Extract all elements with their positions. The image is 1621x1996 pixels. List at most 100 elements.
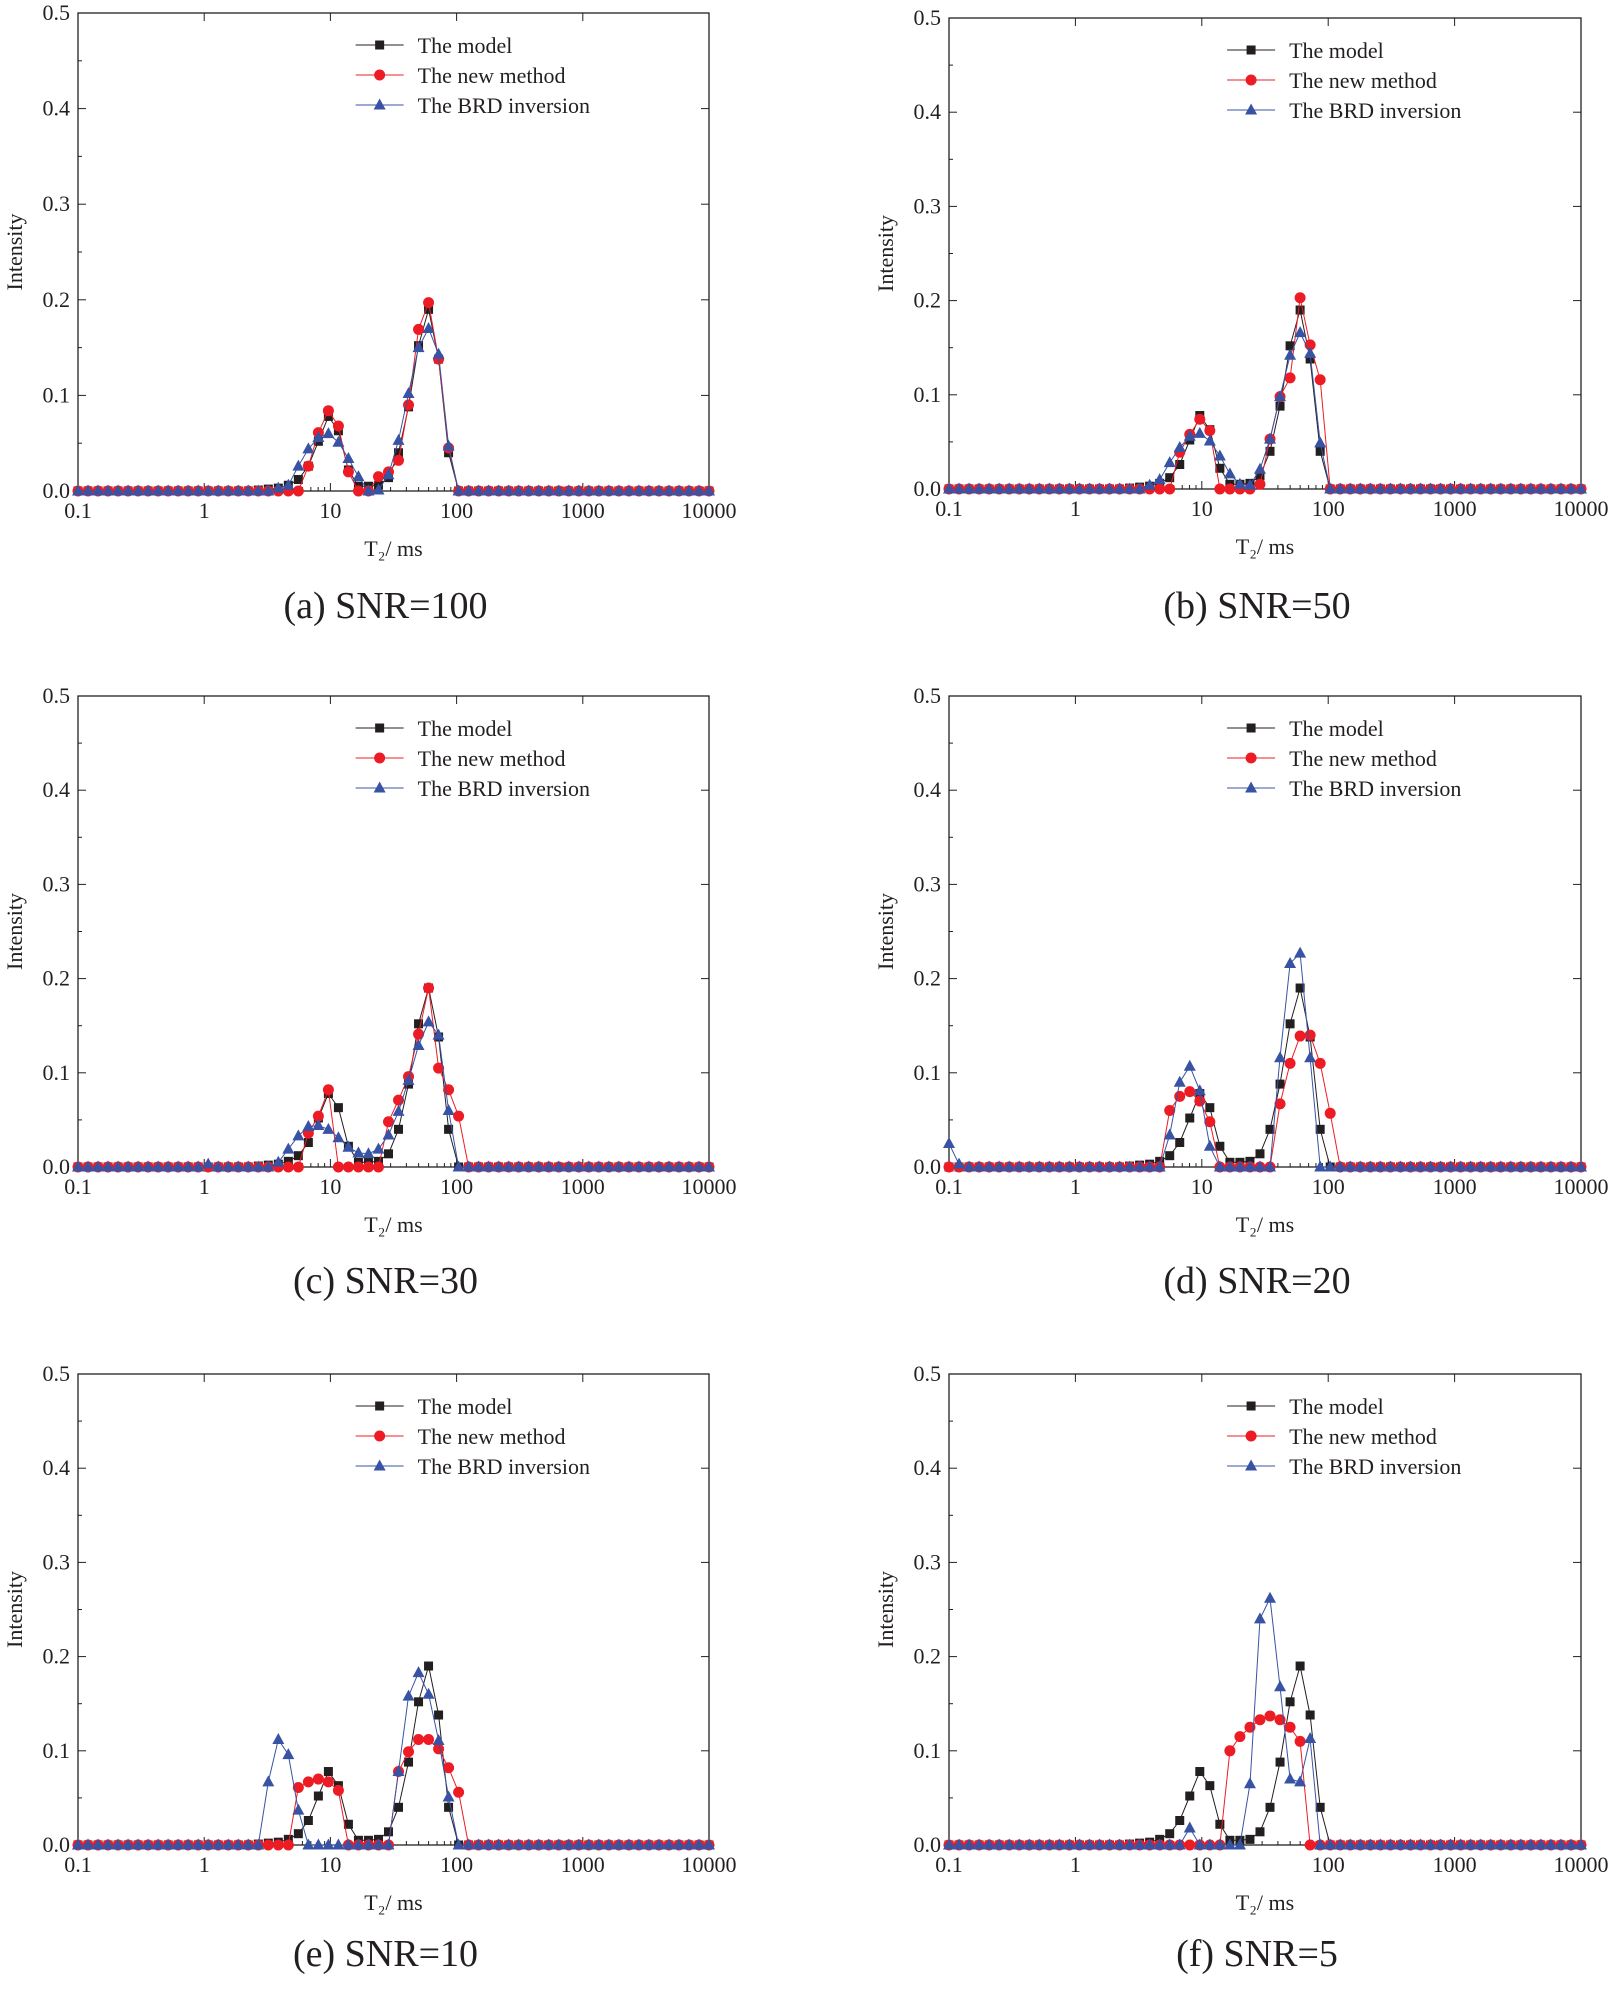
data-point-triangle bbox=[132, 1160, 145, 1172]
legend-item: The model bbox=[1227, 716, 1384, 741]
data-point-square bbox=[1275, 1757, 1285, 1767]
series-line bbox=[949, 1715, 1581, 1846]
data-point-triangle bbox=[1123, 1838, 1136, 1850]
plot-frame bbox=[77, 695, 710, 1168]
data-point-triangle bbox=[482, 484, 495, 496]
data-point-square bbox=[343, 1819, 353, 1829]
y-tick-label: 0.0 bbox=[43, 478, 71, 503]
data-point-triangle bbox=[452, 484, 465, 496]
data-point-triangle bbox=[373, 781, 386, 793]
data-point-circle bbox=[443, 1762, 455, 1774]
data-point-circle bbox=[292, 1782, 304, 1794]
data-point-triangle bbox=[402, 1689, 415, 1701]
x-tick-label: 10 bbox=[319, 1852, 341, 1877]
series-circle bbox=[72, 1733, 715, 1851]
data-point-triangle bbox=[1334, 482, 1347, 494]
data-point-triangle bbox=[1474, 482, 1487, 494]
data-point-triangle bbox=[392, 1104, 405, 1116]
legend-item: The model bbox=[1227, 1394, 1384, 1419]
data-point-triangle bbox=[1524, 1160, 1537, 1172]
data-point-triangle bbox=[1183, 1059, 1196, 1071]
data-point-circle bbox=[312, 1773, 324, 1785]
data-point-square bbox=[1285, 1019, 1295, 1029]
y-tick-label: 0.0 bbox=[43, 1154, 71, 1179]
data-point-circle bbox=[352, 1161, 364, 1173]
chart-panel: 0.00.10.20.30.40.50.1 1 10 100 1000 10000T₂/ … bbox=[2, 0, 737, 627]
data-point-circle bbox=[1164, 483, 1176, 495]
data-point-triangle bbox=[1324, 1838, 1337, 1850]
data-point-square bbox=[394, 448, 404, 458]
data-point-triangle bbox=[1534, 1160, 1547, 1172]
legend-label: The model bbox=[418, 716, 513, 741]
data-point-triangle bbox=[703, 1160, 715, 1172]
data-point-triangle bbox=[112, 484, 125, 496]
data-point-triangle bbox=[373, 98, 386, 110]
data-point-square bbox=[1175, 1138, 1185, 1148]
data-point-triangle bbox=[1053, 1838, 1066, 1850]
data-point-square bbox=[1246, 45, 1256, 55]
data-point-circle bbox=[1294, 1030, 1306, 1042]
data-point-triangle bbox=[662, 1838, 675, 1850]
data-point-triangle bbox=[1544, 1160, 1557, 1172]
y-tick-label: 0.4 bbox=[43, 777, 71, 802]
data-point-triangle bbox=[672, 484, 685, 496]
data-point-triangle bbox=[152, 1160, 165, 1172]
data-point-triangle bbox=[1083, 1160, 1096, 1172]
data-point-triangle bbox=[122, 484, 135, 496]
data-point-triangle bbox=[492, 1838, 505, 1850]
data-point-triangle bbox=[1294, 1775, 1307, 1787]
series-square bbox=[944, 983, 1586, 1172]
data-point-triangle bbox=[1243, 1777, 1256, 1789]
data-point-triangle bbox=[1063, 1160, 1076, 1172]
x-tick-label: 100 bbox=[440, 1174, 473, 1199]
data-point-circle bbox=[453, 1110, 465, 1122]
data-point-triangle bbox=[552, 1838, 565, 1850]
series-triangle bbox=[943, 946, 1587, 1172]
series-line bbox=[949, 1665, 1581, 1846]
data-point-circle bbox=[403, 399, 415, 411]
data-point-triangle bbox=[542, 484, 555, 496]
data-point-square bbox=[293, 475, 303, 485]
data-point-triangle bbox=[362, 484, 375, 496]
data-point-triangle bbox=[112, 1838, 125, 1850]
x-tick-label: 1000 bbox=[561, 1852, 605, 1877]
data-point-triangle bbox=[612, 1160, 625, 1172]
data-point-circle bbox=[262, 1839, 274, 1851]
data-point-triangle bbox=[1073, 482, 1086, 494]
data-point-triangle bbox=[993, 1838, 1006, 1850]
data-point-triangle bbox=[572, 1838, 585, 1850]
data-point-triangle bbox=[1364, 1838, 1377, 1850]
data-point-triangle bbox=[1213, 449, 1226, 461]
series-line bbox=[78, 327, 709, 492]
data-point-square bbox=[383, 1827, 393, 1837]
data-point-triangle bbox=[1223, 1838, 1236, 1850]
data-point-square bbox=[394, 1124, 404, 1134]
data-point-triangle bbox=[432, 1733, 445, 1745]
data-point-square bbox=[313, 1791, 323, 1801]
data-point-triangle bbox=[1163, 1128, 1176, 1140]
x-tick-label: 1 bbox=[1070, 1852, 1081, 1877]
data-point-triangle bbox=[1243, 478, 1256, 490]
x-axis-label: T₂/ ms bbox=[364, 1890, 422, 1915]
y-tick-label: 0.5 bbox=[914, 683, 942, 708]
data-point-circle bbox=[1214, 483, 1226, 495]
y-axis-label: Intensity bbox=[2, 214, 27, 291]
x-tick-label: 0.1 bbox=[64, 498, 92, 523]
x-tick-label: 100 bbox=[1312, 1174, 1345, 1199]
data-point-triangle bbox=[212, 484, 225, 496]
data-point-triangle bbox=[1344, 482, 1357, 494]
data-point-triangle bbox=[1203, 434, 1216, 446]
legend-item: The model bbox=[1227, 38, 1384, 63]
data-point-circle bbox=[1244, 1721, 1256, 1733]
data-point-square bbox=[1165, 473, 1175, 483]
data-point-triangle bbox=[622, 484, 635, 496]
legend-label: The new method bbox=[1289, 68, 1437, 93]
data-point-triangle bbox=[522, 484, 535, 496]
data-point-triangle bbox=[1103, 1160, 1116, 1172]
data-point-square bbox=[293, 1151, 303, 1161]
data-point-triangle bbox=[72, 1160, 84, 1172]
data-point-square bbox=[1315, 1124, 1325, 1134]
data-point-triangle bbox=[292, 459, 305, 471]
data-point-triangle bbox=[1474, 1838, 1487, 1850]
data-point-circle bbox=[322, 1776, 334, 1788]
